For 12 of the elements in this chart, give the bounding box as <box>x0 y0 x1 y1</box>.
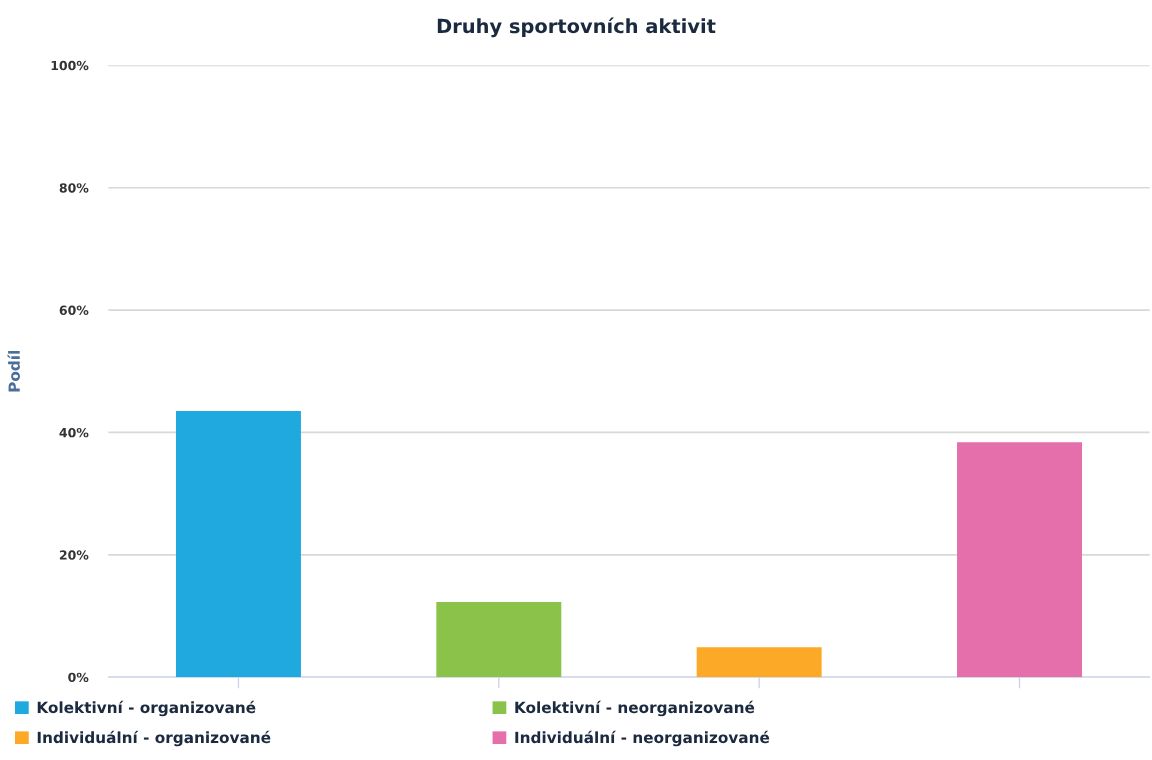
legend-label: Individuální - neorganizované <box>515 730 770 747</box>
legend-label: Kolektivní - organizované <box>37 700 256 717</box>
y-tick-label: 20% <box>59 550 89 560</box>
y-tick-label: 60% <box>59 305 89 316</box>
legend-label: Kolektivní - neorganizované <box>515 700 755 717</box>
y-tick-label: 40% <box>59 427 89 438</box>
y-axis-title: Podíl <box>7 350 20 392</box>
y-tick-label: 0% <box>68 672 89 683</box>
y-tick-label: 100% <box>51 60 89 71</box>
legend-label: Individuální - organizované <box>37 730 271 747</box>
y-tick-label: 80% <box>59 183 89 193</box>
chart-title: Druhy sportovních aktivit <box>437 17 716 38</box>
